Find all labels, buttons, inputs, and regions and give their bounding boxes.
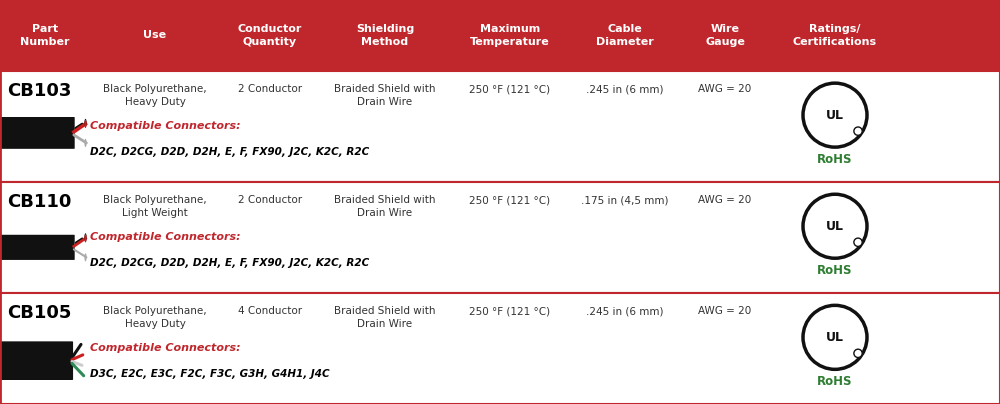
Text: 250 °F (121 °C): 250 °F (121 °C)	[469, 84, 551, 94]
Ellipse shape	[84, 119, 87, 127]
Ellipse shape	[803, 83, 867, 147]
Text: .175 in (4,5 mm): .175 in (4,5 mm)	[581, 195, 669, 205]
Text: Braided Shield with
Drain Wire: Braided Shield with Drain Wire	[334, 195, 436, 218]
Bar	[0, 71, 1000, 182]
Text: UL: UL	[826, 220, 844, 233]
Text: 250 °F (121 °C): 250 °F (121 °C)	[469, 306, 551, 316]
Text: RoHS: RoHS	[817, 153, 853, 166]
Ellipse shape	[84, 234, 87, 242]
Text: RoHS: RoHS	[817, 264, 853, 277]
Text: Maximum
Temperature: Maximum Temperature	[470, 24, 550, 46]
Ellipse shape	[84, 233, 87, 242]
Text: 250 °F (121 °C): 250 °F (121 °C)	[469, 195, 551, 205]
Text: Ratings/
Certifications: Ratings/ Certifications	[793, 24, 877, 46]
Text: Wire
Gauge: Wire Gauge	[705, 24, 745, 46]
FancyBboxPatch shape	[1, 117, 75, 149]
Text: D3C, E2C, E3C, F2C, F3C, G3H, G4H1, J4C: D3C, E2C, E3C, F2C, F3C, G3H, G4H1, J4C	[90, 369, 330, 379]
Ellipse shape	[854, 349, 862, 358]
Ellipse shape	[854, 127, 862, 135]
Ellipse shape	[803, 194, 867, 258]
FancyBboxPatch shape	[1, 235, 75, 260]
Text: Braided Shield with
Drain Wire: Braided Shield with Drain Wire	[334, 84, 436, 107]
Text: Compatible Connectors:: Compatible Connectors:	[90, 343, 241, 354]
Text: .245 in (6 mm): .245 in (6 mm)	[586, 306, 664, 316]
FancyBboxPatch shape	[1, 341, 73, 380]
Text: 2 Conductor: 2 Conductor	[238, 195, 302, 205]
Text: 4 Conductor: 4 Conductor	[238, 306, 302, 316]
Ellipse shape	[803, 305, 867, 369]
Text: CB105: CB105	[7, 304, 72, 322]
Text: RoHS: RoHS	[817, 375, 853, 388]
Text: CB110: CB110	[7, 193, 72, 211]
Text: Cable
Diameter: Cable Diameter	[596, 24, 654, 46]
Text: .245 in (6 mm): .245 in (6 mm)	[586, 84, 664, 94]
Text: AWG = 20: AWG = 20	[698, 84, 752, 94]
Text: UL: UL	[826, 331, 844, 344]
Ellipse shape	[84, 253, 87, 261]
Text: Part
Number: Part Number	[20, 24, 70, 46]
Bar	[0, 293, 1000, 404]
Ellipse shape	[84, 120, 87, 128]
Text: CB103: CB103	[7, 82, 72, 100]
Text: Black Polyurethane,
Heavy Duty: Black Polyurethane, Heavy Duty	[103, 84, 207, 107]
Text: Black Polyurethane,
Light Weight: Black Polyurethane, Light Weight	[103, 195, 207, 218]
Bar	[0, 0, 1000, 71]
Text: Conductor
Quantity: Conductor Quantity	[238, 24, 302, 46]
Text: Use: Use	[143, 30, 167, 40]
Text: Shielding
Method: Shielding Method	[356, 24, 414, 46]
Text: AWG = 20: AWG = 20	[698, 306, 752, 316]
Text: 2 Conductor: 2 Conductor	[238, 84, 302, 94]
Text: AWG = 20: AWG = 20	[698, 195, 752, 205]
Text: Braided Shield with
Drain Wire: Braided Shield with Drain Wire	[334, 306, 436, 329]
Text: Black Polyurethane,
Heavy Duty: Black Polyurethane, Heavy Duty	[103, 306, 207, 329]
Ellipse shape	[84, 139, 87, 147]
Text: D2C, D2CG, D2D, D2H, E, F, FX90, J2C, K2C, R2C: D2C, D2CG, D2D, D2H, E, F, FX90, J2C, K2…	[90, 258, 369, 268]
Text: Compatible Connectors:: Compatible Connectors:	[90, 232, 241, 242]
Text: Compatible Connectors:: Compatible Connectors:	[90, 121, 241, 131]
Ellipse shape	[854, 238, 862, 246]
Text: D2C, D2CG, D2D, D2H, E, F, FX90, J2C, K2C, R2C: D2C, D2CG, D2D, D2H, E, F, FX90, J2C, K2…	[90, 147, 369, 157]
Bar	[0, 182, 1000, 293]
Text: UL: UL	[826, 109, 844, 122]
